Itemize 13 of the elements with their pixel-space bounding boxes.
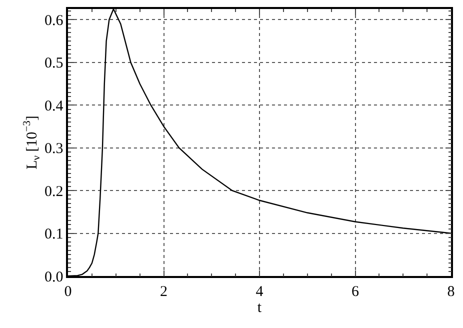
y-tick-label: 0.4: [44, 98, 64, 114]
x-tick-label: 0: [64, 284, 72, 300]
y-tick-label: 0.6: [44, 12, 64, 29]
x-axis-title: t: [257, 300, 262, 316]
y-tick-label: 0.2: [44, 184, 64, 200]
x-tick-label: 8: [447, 284, 455, 300]
y-tick-label: 0.5: [44, 56, 64, 72]
y-tick-label: 0.1: [44, 226, 64, 243]
x-tick-label: 2: [160, 284, 168, 300]
y-tick-label: 0.0: [44, 269, 64, 286]
x-tick-label: 6: [352, 284, 360, 300]
x-tick-label: 4: [256, 284, 264, 300]
y-tick-label: 0.3: [44, 141, 64, 158]
